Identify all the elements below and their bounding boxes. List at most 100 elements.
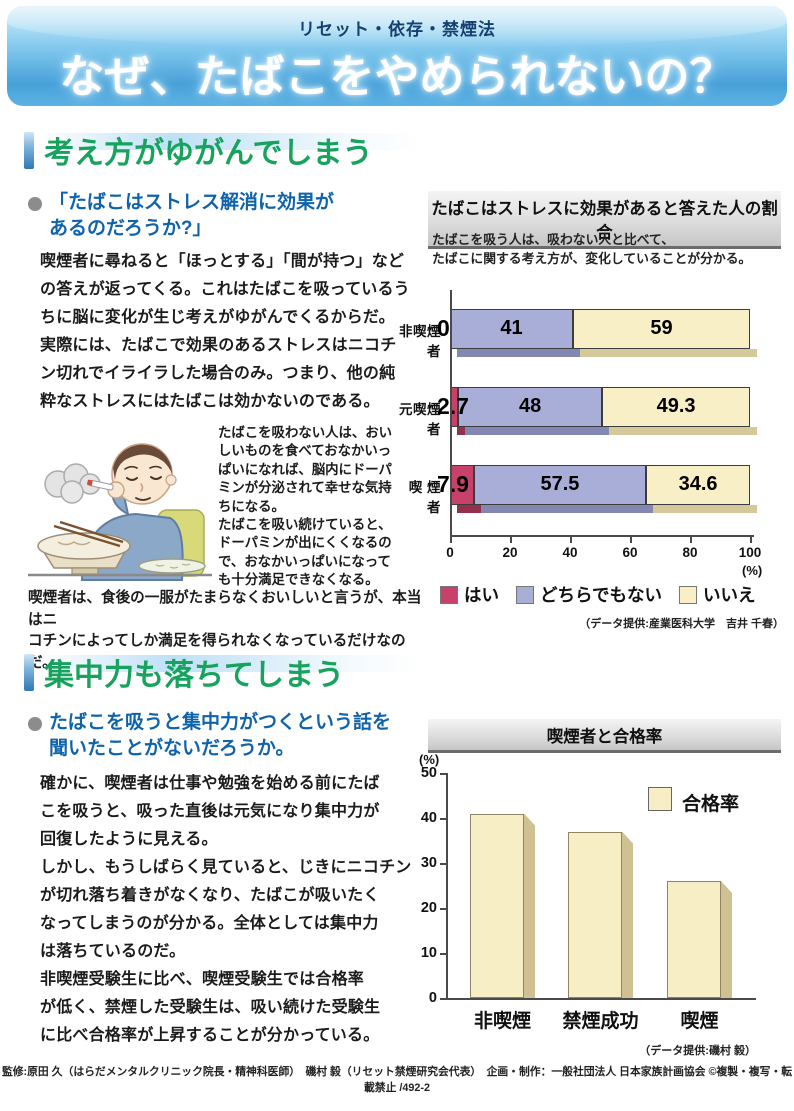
bar-segment: [473, 465, 647, 505]
legend-label: いいえ: [702, 585, 756, 605]
section2-heading-text: 集中力も落ちてしまう: [44, 659, 344, 692]
cigarette-and-hand: [87, 479, 125, 499]
legend-item: いいえ: [678, 582, 756, 607]
heading-swoosh-decoration: [38, 655, 420, 672]
data-source-label: （データ提供:産業医科大学 吉井 千春）: [579, 618, 784, 630]
value-label: 41: [500, 317, 523, 339]
bar-segment: [602, 387, 750, 427]
bar-segment-shadow: [457, 349, 580, 357]
section2-lead-text: たばこを吸うと集中力がつくという話を 聞いたことがないだろうか。: [49, 712, 392, 760]
x-tick-label: 40: [562, 545, 578, 560]
bar: [667, 881, 721, 998]
legend-swatch: [648, 787, 672, 811]
smoking-man-illustration: [28, 443, 212, 581]
legend-label: どちらでもない: [540, 585, 662, 605]
header-banner: リセット・依存・禁煙法 なぜ、たばこをやめられないの？: [7, 6, 787, 106]
section2-body: 確かに、喫煙者は仕事や勉強を始める前にたば こを吸うと、吸った直後は元気になり集…: [40, 775, 412, 1044]
y-tick-label: 40: [420, 810, 437, 826]
x-axis-tick: [450, 537, 452, 543]
bar-segment-shadow: [480, 505, 654, 513]
y-tick-label: 50: [420, 765, 437, 781]
x-tick-label: 60: [622, 545, 638, 560]
bar-segment: [458, 387, 603, 427]
value-label: 59: [650, 317, 673, 339]
legend-swatch: [516, 585, 534, 604]
section1-lead-text: 「たばこはストレス解消に効果が あるのだろうか?」: [49, 192, 335, 240]
y-tick-label: 20: [420, 900, 437, 916]
x-axis-tick: [630, 537, 632, 543]
legend-label: 合格率: [682, 794, 740, 815]
heading-accent-bar: [24, 653, 34, 691]
value-label: 48: [518, 395, 542, 417]
x-tick-label: 0: [446, 545, 454, 560]
stress-chart-title: たばこはストレスに効果があると答えた人の割合: [428, 190, 781, 249]
header-kicker: リセット・依存・禁煙法: [298, 20, 496, 39]
bar: [470, 813, 524, 998]
x-axis-tick: [510, 537, 512, 543]
y-axis-tick: [440, 908, 446, 910]
section2-lead: たばこを吸うと集中力がつくという話を 聞いたことがないだろうか。: [28, 710, 418, 762]
section1-heading: 考え方がゆがんでしまう: [24, 128, 420, 172]
y-axis-tick: [440, 998, 446, 1000]
bar-segment-shadow: [609, 427, 757, 435]
axis-unit-label: (%): [419, 752, 440, 767]
y-axis-tick: [440, 863, 446, 865]
man-head: [111, 443, 177, 505]
bar-segment-shadow: [457, 505, 481, 513]
legend-swatch: [678, 585, 697, 604]
row-label: 元喫煙者: [399, 402, 441, 437]
bar-side-face: [721, 881, 732, 998]
chart-legend: はい どちらでもない いいえ: [440, 582, 755, 607]
y-tick-label: 0: [428, 990, 437, 1006]
section1-note: 喫煙者は、食後の一服がたまらなくおいしいと言うが、本当はニ コチンによってしか満…: [28, 590, 422, 671]
page-title: なぜ、たばこをやめられないの？: [59, 51, 735, 102]
bar-segment-shadow: [653, 505, 757, 513]
bar: [568, 831, 622, 998]
legend-item: どちらでもない: [516, 582, 662, 607]
axis-unit-label: (%): [742, 563, 763, 578]
row-label: 喫 煙 者: [408, 480, 441, 515]
x-axis-line: [450, 535, 754, 537]
x-axis-tick: [690, 537, 692, 543]
y-tick-label: 30: [420, 855, 437, 871]
bar-segment-shadow: [465, 427, 610, 435]
smoke-cloud-icon: [44, 463, 101, 504]
value-label: 49.3: [656, 395, 696, 417]
category-label: 禁煙成功: [562, 1011, 639, 1032]
stress-chart-plot: 非喫煙者 0 41 59 元喫煙者 2.7 48 49.3 喫 煙 者 7.9 57.5 34.6 0 2…: [392, 282, 786, 634]
section2-heading: 集中力も落ちてしまう: [24, 650, 420, 694]
legend-label: はい: [464, 585, 499, 605]
bar-side-face: [524, 813, 535, 998]
legend-item: はい: [440, 582, 499, 607]
section1-aside: たばこを吸わない人は、おい しいものを食べておなかいっ ぱいになれば、脳内にドー…: [218, 425, 393, 588]
x-tick-label: 80: [682, 545, 698, 560]
section1-body: 喫煙者に尋ねると「ほっとする」「間が持つ」など の答えが返ってくる。これはたばこ…: [40, 253, 410, 410]
data-source-label: （データ提供:磯村 毅）: [639, 1045, 756, 1057]
bar-segment: [573, 309, 750, 349]
legend-swatch: [440, 585, 458, 604]
pass-rate-chart-title: 喫煙者と合格率: [428, 718, 781, 753]
x-axis-tick: [570, 537, 572, 543]
y-tick-label: 10: [420, 945, 437, 961]
y-axis-tick: [440, 953, 446, 955]
x-axis-tick: [750, 537, 752, 543]
category-label: 非喫煙: [473, 1011, 532, 1032]
bar-segment-shadow: [457, 427, 466, 435]
table-and-dishes: [28, 520, 212, 577]
value-label: 7.9: [437, 471, 469, 497]
bar-segment: [450, 309, 573, 349]
bar-side-face: [622, 831, 633, 998]
x-axis-line: [446, 998, 756, 1000]
y-axis-line: [446, 773, 448, 1000]
bar-segment: [646, 465, 750, 505]
y-axis-tick: [440, 773, 446, 775]
value-label: 2.7: [437, 393, 469, 419]
value-label: 57.5: [540, 473, 580, 495]
value-label: 0: [437, 315, 450, 341]
y-axis-tick: [440, 818, 446, 820]
heading-swoosh-decoration: [38, 133, 420, 150]
y-axis-line: [450, 290, 452, 535]
row-label: 非喫煙者: [399, 324, 441, 359]
bullet-dot-icon: [28, 197, 42, 211]
